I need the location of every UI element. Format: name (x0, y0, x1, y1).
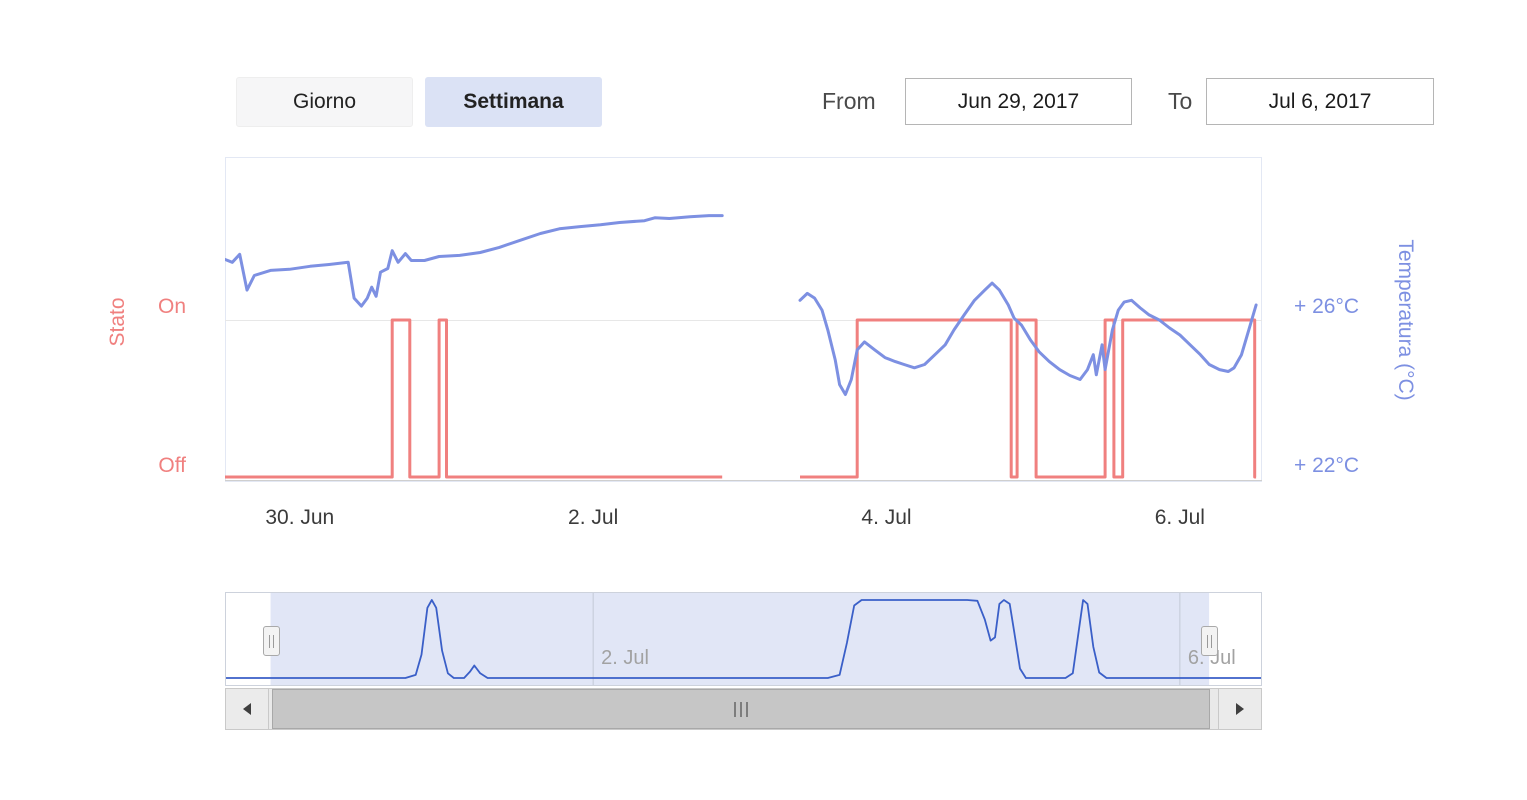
navigator-right-handle[interactable] (1201, 626, 1219, 656)
navigator[interactable]: 2. Jul 6. Jul (225, 592, 1262, 686)
to-label: To (1168, 88, 1193, 114)
x-axis-label: 30. Jun (265, 506, 335, 529)
navigator-selected-range[interactable] (270, 592, 1210, 686)
navigator-x-label: 2. Jul (601, 647, 649, 669)
temperature-line (225, 214, 724, 308)
temperature-line (798, 281, 1258, 396)
scrollbar[interactable] (225, 688, 1262, 730)
from-date-input[interactable] (905, 78, 1132, 125)
scrollbar-right-button[interactable] (1218, 689, 1261, 729)
range-button-giorno[interactable]: Giorno (236, 77, 413, 127)
left-axis-title: Stato (106, 297, 129, 347)
left-axis-tick-off: Off (158, 454, 186, 477)
state-line (225, 318, 723, 479)
navigator-line (225, 599, 1262, 679)
state-line (800, 318, 1257, 479)
grip-icon (734, 701, 748, 717)
right-axis-tick-26: + 26°C (1294, 295, 1360, 318)
to-date-input[interactable] (1206, 78, 1434, 125)
right-axis-tick-22: + 22°C (1294, 454, 1360, 477)
x-axis-label: 2. Jul (568, 506, 619, 529)
range-button-settimana[interactable]: Settimana (425, 77, 602, 127)
scrollbar-thumb[interactable] (272, 689, 1210, 729)
left-axis-tick-on: On (157, 295, 186, 318)
x-axis-label: 6. Jul (1154, 506, 1205, 529)
from-label: From (822, 88, 876, 114)
scrollbar-left-button[interactable] (226, 689, 269, 729)
main-chart[interactable] (225, 157, 1262, 482)
navigator-left-handle[interactable] (262, 626, 280, 656)
x-axis-label: 4. Jul (861, 506, 912, 529)
left-arrow-icon (243, 703, 251, 715)
right-axis-title: Temperatura (°C) (1394, 239, 1417, 401)
navigator-border (225, 592, 1262, 686)
plot-border (225, 157, 1262, 482)
right-arrow-icon (1236, 703, 1244, 715)
navigator-x-label: 6. Jul (1188, 647, 1236, 669)
